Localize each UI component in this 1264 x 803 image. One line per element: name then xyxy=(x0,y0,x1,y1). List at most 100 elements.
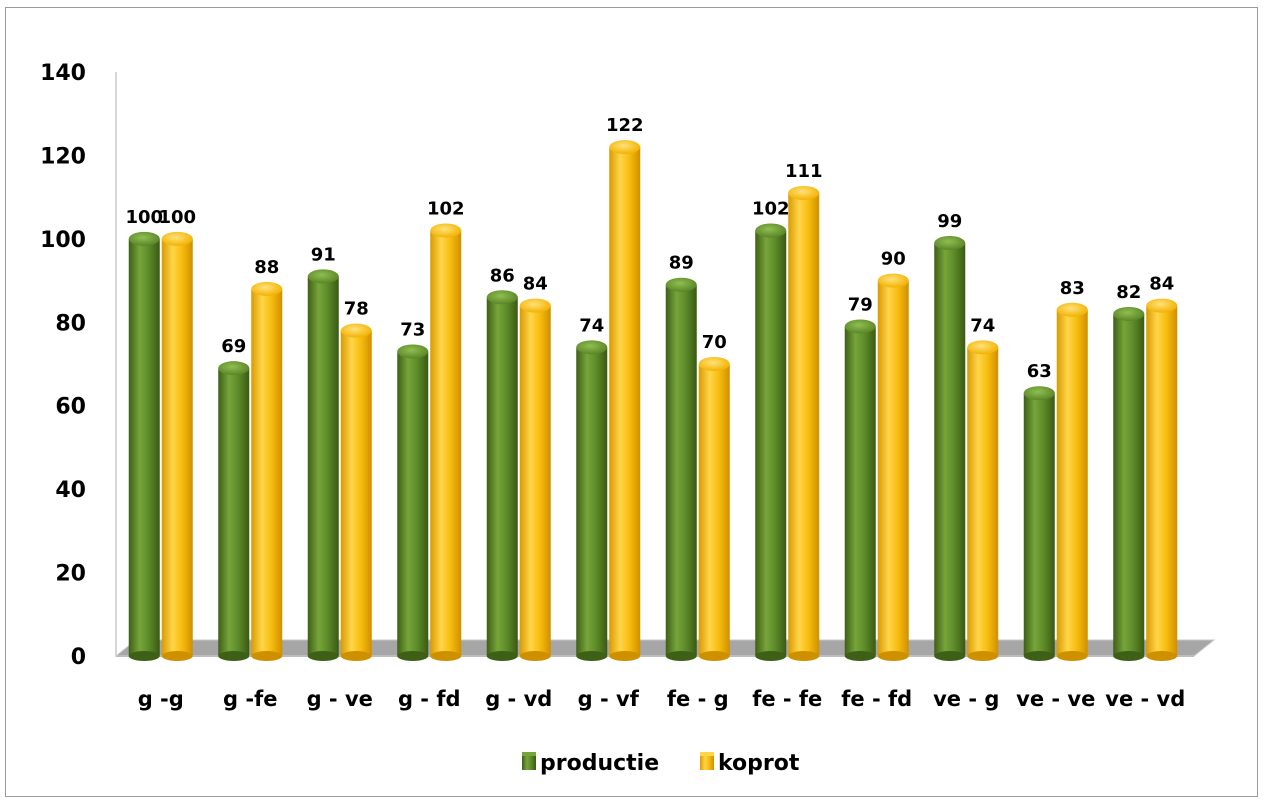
bar-cap xyxy=(665,277,697,292)
bar-cap xyxy=(486,290,518,305)
bar-cap xyxy=(128,231,160,246)
bar-base xyxy=(877,651,909,661)
bar-koprot-9 xyxy=(967,340,999,661)
bar-cap xyxy=(161,231,193,246)
bar-base xyxy=(218,651,250,661)
bars xyxy=(128,140,1178,661)
bar-productie-0 xyxy=(128,231,160,661)
x-tick-label: fe - g xyxy=(667,687,729,711)
bar-cap xyxy=(307,269,339,284)
bar-base xyxy=(576,651,608,661)
bar-base xyxy=(128,651,160,661)
bar-productie-9 xyxy=(934,236,966,661)
x-tick-label: ve - g xyxy=(933,687,999,711)
bar-base xyxy=(251,651,283,661)
x-tick-label: g - ve xyxy=(307,687,373,711)
data-label-productie: 100 xyxy=(125,207,163,228)
y-tick-label: 60 xyxy=(55,395,86,420)
x-tick-label: g - vf xyxy=(578,687,640,711)
bar-base xyxy=(665,651,697,661)
x-tick-label: ve - vd xyxy=(1105,687,1185,711)
legend-item-koprot: koprot xyxy=(700,751,800,776)
bar-productie-10 xyxy=(1023,386,1055,661)
bar-cap xyxy=(519,298,551,313)
bar-productie-5 xyxy=(576,340,608,661)
bar-cap xyxy=(1023,386,1055,401)
data-label-productie: 63 xyxy=(1027,361,1052,382)
data-label-productie: 86 xyxy=(490,265,515,286)
bar-body xyxy=(698,364,730,656)
data-label-koprot: 90 xyxy=(881,249,906,270)
bar-koprot-3 xyxy=(430,223,462,661)
legend-swatch-top xyxy=(700,752,714,756)
data-label-productie: 74 xyxy=(579,315,604,336)
bar-body xyxy=(1023,393,1055,656)
bar-base xyxy=(1023,651,1055,661)
bar-cap xyxy=(576,340,608,355)
legend-label: koprot xyxy=(718,751,800,776)
bar-body xyxy=(788,192,820,656)
bar-productie-3 xyxy=(397,344,429,661)
bar-body xyxy=(576,347,608,656)
legend-swatch-top xyxy=(522,752,536,756)
bar-koprot-1 xyxy=(251,281,283,661)
bar-cap xyxy=(251,281,283,296)
bar-body xyxy=(519,305,551,656)
y-tick-label: 120 xyxy=(40,144,86,169)
bar-body xyxy=(251,288,283,656)
bar-cap xyxy=(1056,302,1088,317)
x-tick-label: fe - fd xyxy=(841,687,912,711)
data-label-koprot: 102 xyxy=(427,199,465,220)
data-label-koprot: 84 xyxy=(523,274,548,295)
x-tick-label: g - vd xyxy=(485,687,552,711)
data-label-productie: 91 xyxy=(311,244,336,265)
data-label-productie: 73 xyxy=(400,319,425,340)
bar-cap xyxy=(755,223,787,238)
legend-label: productie xyxy=(540,751,659,776)
bar-base xyxy=(788,651,820,661)
bar-productie-11 xyxy=(1113,306,1145,661)
bar-cap xyxy=(698,357,730,371)
bar-base xyxy=(609,651,641,661)
data-label-koprot: 83 xyxy=(1060,278,1085,299)
bar-koprot-0 xyxy=(161,231,193,661)
bar-base xyxy=(934,651,966,661)
bar-body xyxy=(128,238,160,656)
bar-base xyxy=(844,651,876,661)
data-label-productie: 102 xyxy=(752,199,790,220)
bar-cap xyxy=(877,273,909,288)
bar-body xyxy=(340,330,372,656)
data-label-koprot: 88 xyxy=(254,257,279,278)
bar-productie-1 xyxy=(218,361,250,661)
x-tick-label: ve - ve xyxy=(1016,687,1095,711)
bar-koprot-11 xyxy=(1146,298,1178,661)
bar-base xyxy=(698,651,730,661)
bar-productie-4 xyxy=(486,290,518,661)
legend-swatch xyxy=(522,754,536,770)
bar-koprot-5 xyxy=(609,140,641,661)
bar-cap xyxy=(609,140,641,155)
bar-body xyxy=(934,243,966,656)
bar-cap xyxy=(844,319,876,334)
bar-base xyxy=(397,651,429,661)
bar-base xyxy=(967,651,999,661)
y-tick-label: 40 xyxy=(55,478,86,503)
data-label-productie: 79 xyxy=(848,294,873,315)
x-tick-label: g -fe xyxy=(223,687,277,711)
bar-base xyxy=(161,651,193,661)
bar-productie-6 xyxy=(665,277,697,661)
data-label-productie: 82 xyxy=(1116,282,1141,303)
legend-swatch xyxy=(700,754,714,770)
bar-body xyxy=(755,230,787,656)
data-label-koprot: 122 xyxy=(606,115,644,136)
bar-body xyxy=(430,230,462,656)
data-label-koprot: 84 xyxy=(1149,274,1174,295)
data-label-koprot: 100 xyxy=(158,207,196,228)
x-tick-label: g -g xyxy=(138,687,184,711)
bar-body xyxy=(967,347,999,656)
bar-body xyxy=(609,147,641,657)
bar-body xyxy=(877,280,909,656)
y-tick-label: 100 xyxy=(40,228,86,253)
